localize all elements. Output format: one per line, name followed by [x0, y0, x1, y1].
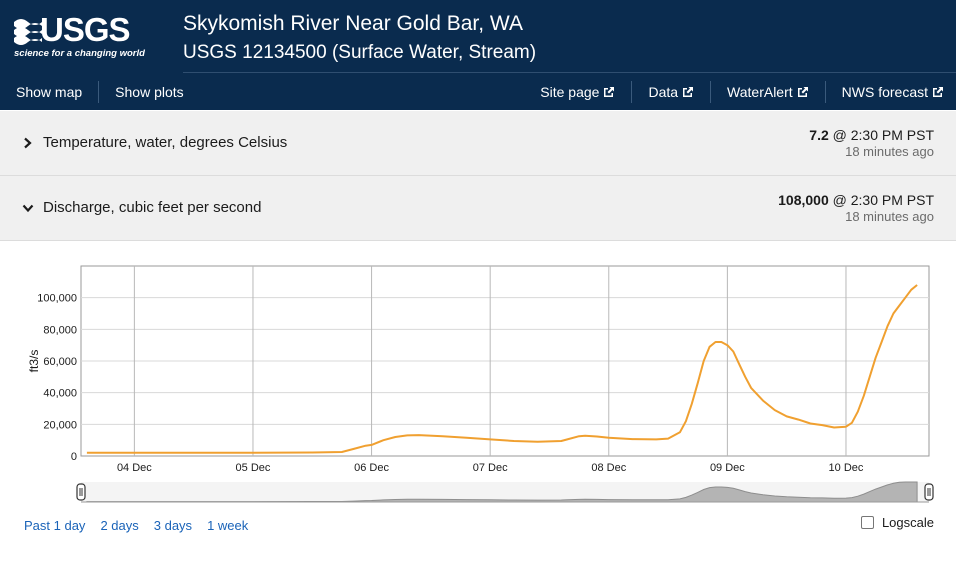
nws-forecast-link[interactable]: NWS forecast [826, 81, 944, 103]
chevron-down-icon [22, 204, 34, 213]
time-range-selector: Past 1 day 2 days 3 days 1 week [24, 517, 263, 535]
show-plots-button[interactable]: Show plots [115, 84, 184, 100]
page-subtitle: USGS 12134500 (Surface Water, Stream) [183, 42, 537, 63]
x-tick-label: 04 Dec [117, 462, 152, 474]
parameter-row-temperature[interactable]: Temperature, water, degrees Celsius 7.2 … [0, 111, 956, 176]
range-3-days[interactable]: 3 days [153, 518, 193, 533]
latest-value-time: @ 2:30 PM PST [832, 192, 934, 208]
y-tick-label: 0 [71, 451, 77, 463]
y-tick-label: 20,000 [43, 419, 77, 431]
page-title: Skykomish River Near Gold Bar, WA [183, 12, 523, 35]
logscale-toggle[interactable]: Logscale [860, 515, 934, 530]
discharge-series-line [86, 284, 918, 454]
x-tick-label: 07 Dec [473, 462, 508, 474]
parameter-row-discharge[interactable]: Discharge, cubic feet per second 108,000… [0, 176, 956, 241]
site-page-link[interactable]: Site page [524, 81, 615, 103]
external-link-icon [797, 87, 808, 97]
parameter-time-ago: 18 minutes ago [845, 209, 934, 224]
nav-left: Show map Show plots [0, 80, 200, 104]
nav-divider [824, 81, 826, 103]
parameter-label: Discharge, cubic feet per second [43, 199, 262, 216]
range-past-1-day[interactable]: Past 1 day [24, 518, 86, 533]
x-tick-label: 10 Dec [829, 462, 864, 474]
parameter-latest-value: 108,000 @ 2:30 PM PST [778, 191, 934, 209]
latest-value-number: 7.2 [809, 127, 829, 143]
wateralert-link-label: WaterAlert [727, 84, 793, 100]
logo-tagline: science for a changing world [14, 48, 145, 59]
latest-value-time: @ 2:30 PM PST [832, 127, 934, 143]
external-link-icon [604, 87, 615, 97]
y-tick-label: 100,000 [37, 293, 77, 305]
range-1-week[interactable]: 1 week [207, 518, 249, 533]
logo-wordmark: USGS [40, 11, 131, 48]
hydrograph-chart: 0 20,000 40,000 60,000 80,000 100,000 04 Dec 05… [0, 250, 956, 520]
parameter-label: Temperature, water, degrees Celsius [43, 134, 288, 151]
brush-overview-area [86, 481, 918, 503]
show-map-button[interactable]: Show map [16, 84, 83, 100]
brush-handle-left[interactable] [76, 483, 86, 501]
site-page-link-label: Site page [540, 84, 600, 100]
nav-divider [710, 81, 712, 103]
y-tick-label: 40,000 [43, 388, 77, 400]
hydrograph-svg: 0 20,000 40,000 60,000 80,000 100,000 04 Dec 05… [27, 265, 934, 503]
nav-divider [631, 81, 633, 103]
external-link-icon [933, 87, 943, 97]
latest-value-number: 108,000 [778, 192, 829, 208]
logscale-checkbox[interactable] [860, 516, 874, 529]
site-header: USGS science for a changing world Skykom… [0, 0, 956, 110]
brush-handle-right[interactable] [924, 483, 934, 501]
usgs-logo[interactable]: USGS science for a changing world [14, 11, 145, 62]
y-tick-label: 80,000 [43, 324, 77, 336]
chevron-right-icon [24, 137, 32, 149]
parameter-latest-value: 7.2 @ 2:30 PM PST [809, 126, 934, 144]
logscale-label: Logscale [881, 515, 934, 530]
usgs-wave-icon [14, 19, 42, 45]
range-2-days[interactable]: 2 days [100, 518, 139, 533]
external-link-icon [683, 87, 694, 97]
y-axis-label: ft3/s [27, 350, 41, 373]
x-tick-label: 05 Dec [236, 462, 271, 474]
nws-forecast-link-label: NWS forecast [841, 84, 928, 100]
data-link-label: Data [648, 84, 679, 100]
parameter-time-ago: 18 minutes ago [845, 144, 934, 159]
y-tick-label: 60,000 [43, 356, 77, 368]
x-tick-label: 09 Dec [710, 462, 745, 474]
nav-right: Site page Data WaterAlert NWS forecast [524, 80, 944, 104]
header-divider [183, 72, 956, 73]
x-tick-label: 08 Dec [591, 462, 626, 474]
wateralert-link[interactable]: WaterAlert [711, 81, 809, 103]
data-link[interactable]: Data [632, 81, 694, 103]
x-tick-label: 06 Dec [354, 462, 389, 474]
nav-divider [98, 81, 100, 103]
